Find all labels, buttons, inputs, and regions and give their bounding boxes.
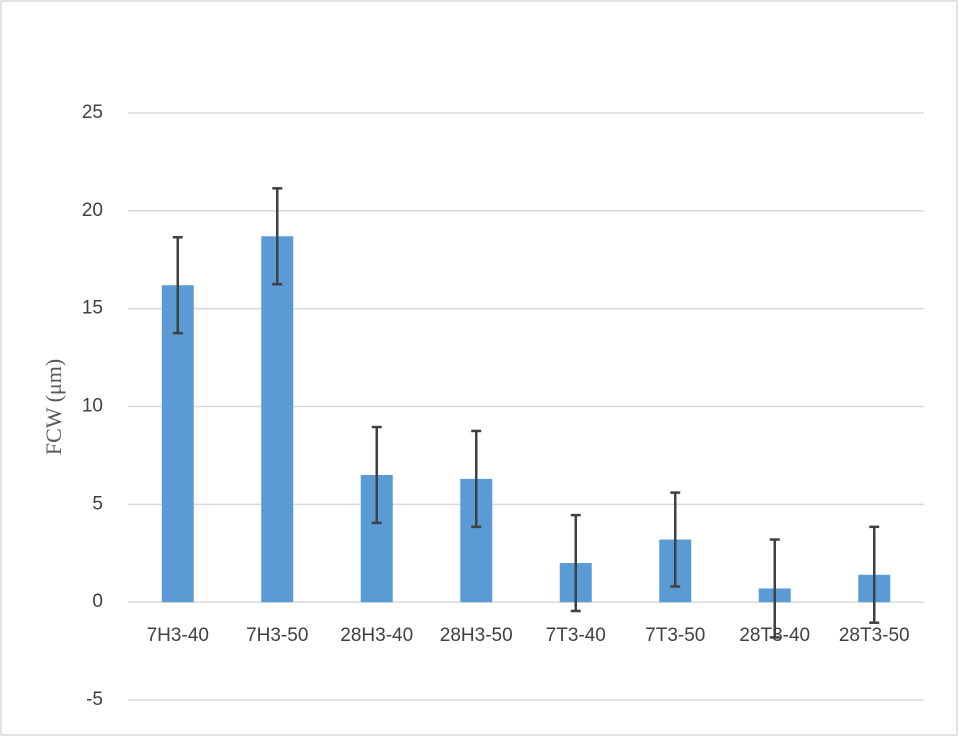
x-tick-label: 28H3-40 (340, 625, 413, 646)
error-bar (172, 235, 183, 335)
x-tick-label: 28T3-50 (839, 625, 910, 646)
x-tick-label: 7H3-40 (147, 625, 209, 646)
error-bar (769, 538, 780, 639)
bar (161, 285, 194, 603)
y-axis-title: FCW (μm) (41, 359, 66, 455)
x-tick-label: 7T3-40 (546, 625, 606, 646)
y-tick-label: 0 (92, 591, 103, 612)
y-tick-label: 5 (92, 493, 103, 514)
bar (261, 236, 294, 603)
error-bar (471, 429, 482, 529)
y-tick-label: -5 (86, 689, 103, 710)
error-bar (371, 425, 382, 525)
x-tick-label: 7T3-50 (645, 625, 705, 646)
x-tick-label: 28H3-50 (440, 625, 513, 646)
y-tick-label: 20 (82, 200, 103, 221)
error-bar (869, 525, 880, 624)
x-tick-label: 7H3-50 (246, 625, 308, 646)
error-bar (570, 513, 581, 613)
y-tick-label: 25 (82, 102, 103, 123)
error-bar (272, 187, 283, 286)
y-tick-label: 15 (82, 298, 103, 319)
error-bar (670, 491, 681, 588)
y-tick-label: 10 (82, 396, 103, 417)
